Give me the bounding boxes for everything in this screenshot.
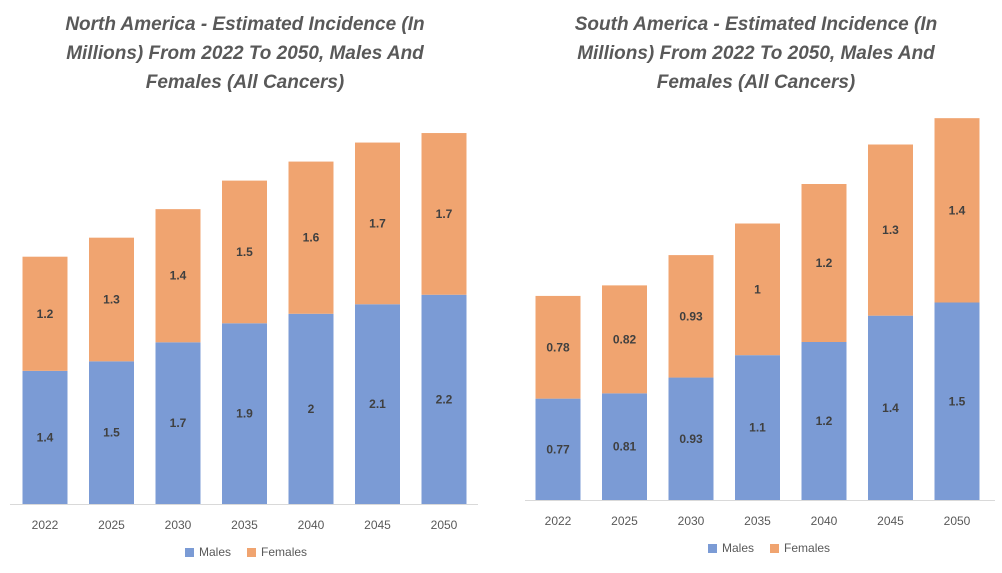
females-value-label-2035: 1 [754, 282, 761, 296]
males-bar-2030 [155, 342, 201, 504]
x-tick-label-2045: 2045 [364, 518, 391, 532]
females-bar-2030 [155, 209, 201, 343]
females-bar-2035 [222, 180, 267, 324]
males-bar-2040 [288, 313, 334, 504]
males-value-label-2050: 1.5 [949, 394, 966, 408]
legend-label-males: Males [199, 545, 232, 559]
females-bar-2040 [801, 184, 847, 342]
females-value-label-2045: 1.7 [369, 216, 386, 230]
males-value-label-2045: 1.4 [882, 401, 899, 415]
females-swatch [247, 547, 257, 557]
females-bar-2050 [421, 133, 467, 295]
legend-item-males: Males [708, 541, 754, 555]
males-bar-2045 [355, 304, 400, 504]
males-bar-2035 [222, 323, 267, 504]
females-bar-2025 [89, 237, 134, 362]
x-tick-label-2030: 2030 [165, 518, 192, 532]
females-bar-2045 [868, 144, 913, 316]
males-value-label-2035: 1.9 [236, 407, 253, 421]
legend: Males Females [185, 545, 307, 559]
females-value-label-2022: 1.2 [37, 307, 54, 321]
males-bar-2040 [801, 342, 847, 500]
females-value-label-2030: 1.4 [170, 269, 187, 283]
females-bar-2022 [535, 295, 581, 399]
males-swatch [708, 543, 717, 553]
males-bar-2035 [735, 355, 780, 500]
x-tick-label-2030: 2030 [678, 514, 705, 528]
males-value-label-2040: 2 [308, 402, 315, 416]
legend-item-males: Males [185, 545, 231, 559]
females-value-label-2035: 1.5 [236, 245, 253, 259]
x-tick-label-2025: 2025 [98, 518, 125, 532]
females-value-label-2022: 0.78 [546, 340, 570, 354]
legend-item-females: Females [247, 545, 307, 559]
males-bar-2050 [934, 302, 980, 500]
females-value-label-2025: 0.82 [613, 332, 637, 346]
males-bar-2045 [868, 315, 913, 500]
males-bar-2030 [668, 377, 714, 500]
males-value-label-2045: 2.1 [369, 397, 386, 411]
females-bar-2025 [602, 285, 647, 394]
x-tick-label-2050: 2050 [944, 514, 971, 528]
females-bar-2045 [355, 142, 400, 305]
legend-label-females: Females [784, 541, 831, 555]
females-swatch [770, 543, 780, 553]
females-bar-2040 [288, 161, 334, 314]
chart-title: North America - Estimated Incidence (In … [65, 14, 425, 93]
males-bar-2022 [22, 370, 68, 504]
legend-label-males: Males [722, 541, 755, 555]
females-value-label-2025: 1.3 [103, 293, 120, 307]
males-bar-2025 [602, 393, 647, 500]
females-value-label-2040: 1.6 [303, 231, 320, 245]
north-america-chart: North America - Estimated Incidence (In … [0, 0, 490, 573]
x-tick-label-2025: 2025 [611, 514, 638, 528]
x-tick-label-2035: 2035 [744, 514, 771, 528]
males-value-label-2022: 1.4 [37, 430, 54, 444]
x-tick-label-2022: 2022 [32, 518, 59, 532]
males-swatch [185, 547, 194, 557]
males-value-label-2040: 1.2 [816, 414, 833, 428]
females-value-label-2040: 1.2 [816, 256, 833, 270]
males-value-label-2030: 0.93 [679, 432, 703, 446]
legend: Males Females [708, 541, 830, 555]
females-value-label-2050: 1.7 [436, 207, 453, 221]
legend-item-females: Females [770, 541, 830, 555]
males-bar-2022 [535, 398, 581, 500]
males-value-label-2050: 2.2 [436, 392, 453, 406]
chart-title: South America - Estimated Incidence (In … [574, 14, 938, 93]
legend-label-females: Females [261, 545, 308, 559]
females-bar-2022 [22, 256, 68, 371]
x-tick-label-2045: 2045 [877, 514, 904, 528]
females-bar-2030 [668, 255, 714, 378]
males-value-label-2025: 0.81 [613, 440, 637, 454]
males-bar-2025 [89, 361, 134, 504]
males-value-label-2035: 1.1 [749, 421, 766, 435]
x-tick-label-2040: 2040 [298, 518, 325, 532]
males-value-label-2030: 1.7 [170, 416, 187, 430]
females-value-label-2045: 1.3 [882, 223, 899, 237]
x-tick-label-2050: 2050 [431, 518, 458, 532]
x-tick-label-2022: 2022 [545, 514, 572, 528]
females-value-label-2030: 0.93 [679, 309, 703, 323]
males-value-label-2025: 1.5 [103, 426, 120, 440]
males-bar-2050 [421, 294, 467, 504]
males-value-label-2022: 0.77 [546, 442, 570, 456]
north-america-plot: 1.4 1.2 2022 1.5 1.3 2025 1.7 1.4 2030 1.9 1.5 2035… [10, 133, 478, 532]
females-bar-2050 [934, 118, 980, 303]
south-america-chart: South America - Estimated Incidence (In … [510, 0, 1002, 573]
females-bar-2035 [735, 223, 780, 356]
x-tick-label-2035: 2035 [231, 518, 258, 532]
south-america-plot: 0.77 0.78 2022 0.81 0.82 2025 0.93 0.93 2030 1.1 1… [525, 118, 995, 528]
females-value-label-2050: 1.4 [949, 203, 966, 217]
x-tick-label-2040: 2040 [811, 514, 838, 528]
